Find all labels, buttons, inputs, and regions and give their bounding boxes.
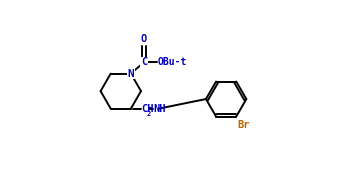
Text: Br: Br bbox=[237, 120, 250, 130]
Text: N: N bbox=[127, 69, 134, 79]
Text: C: C bbox=[141, 57, 147, 67]
Text: CH: CH bbox=[142, 104, 154, 114]
Text: 2: 2 bbox=[147, 111, 151, 116]
Text: OBu-t: OBu-t bbox=[157, 57, 187, 67]
Text: NH: NH bbox=[153, 104, 166, 114]
Text: O: O bbox=[141, 34, 147, 44]
